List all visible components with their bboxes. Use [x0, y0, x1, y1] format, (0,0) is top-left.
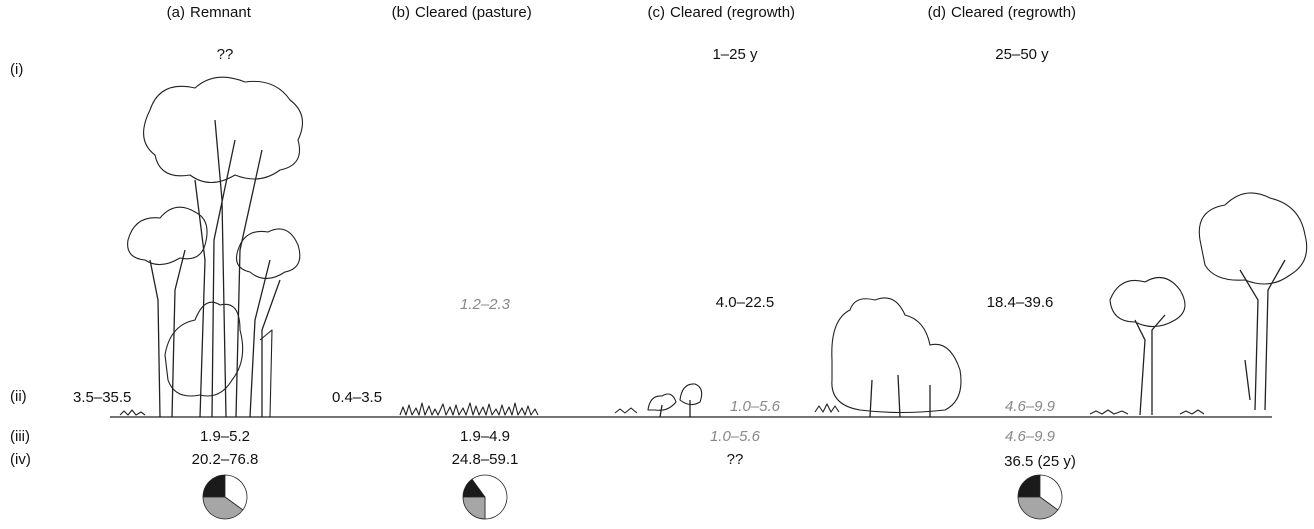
pie-slice	[463, 497, 485, 519]
height-label: 4.6–9.9	[1005, 398, 1056, 415]
height-label: 1.0–5.6	[730, 398, 781, 415]
row-iv-value: ??	[727, 451, 744, 468]
header-title: Remnant	[190, 4, 252, 21]
height-label: 4.0–22.5	[716, 294, 774, 311]
row-label: (i)	[10, 61, 23, 78]
header-title: Cleared (regrowth)	[670, 4, 795, 21]
height-label: 0.4–3.5	[332, 389, 382, 406]
row-iv-value: 20.2–76.8	[192, 451, 259, 468]
height-label: 18.4–39.6	[987, 294, 1054, 311]
headers: (a) Remnant ?? (b) Cleared (pasture) (c)…	[167, 4, 1076, 63]
row-label: (iii)	[10, 428, 30, 445]
header-title: Cleared (pasture)	[415, 4, 532, 21]
header-label: (a)	[167, 4, 185, 21]
header-label: (b)	[392, 4, 410, 21]
remnant-trees	[120, 77, 303, 417]
row-iv-value: 24.8–59.1	[452, 451, 519, 468]
header-sub: 1–25 y	[712, 46, 758, 63]
older-regrowth	[1090, 193, 1307, 415]
height-label: 3.5–35.5	[73, 389, 131, 406]
figure: (a) Remnant ?? (b) Cleared (pasture) (c)…	[0, 0, 1314, 529]
height-label: 1.2–2.3	[460, 296, 511, 313]
header-label: (d)	[928, 4, 946, 21]
row-label: (ii)	[10, 388, 27, 405]
header-sub: ??	[217, 46, 234, 63]
pie-slice	[203, 475, 225, 497]
row-iii-value: 1.0–5.6	[710, 428, 761, 445]
young-regrowth	[615, 298, 961, 417]
pie-slice	[1018, 475, 1040, 497]
row-iv-value: 36.5 (25 y)	[1004, 453, 1076, 470]
row-label: (iv)	[10, 451, 31, 468]
pasture-grass	[400, 403, 538, 415]
header-sub: 25–50 y	[995, 46, 1049, 63]
row-iii-value: 1.9–5.2	[200, 428, 250, 445]
row-iii-value: 4.6–9.9	[1005, 428, 1056, 445]
row-iii-value: 1.9–4.9	[460, 428, 510, 445]
header-label: (c)	[648, 4, 666, 21]
header-title: Cleared (regrowth)	[951, 4, 1076, 21]
